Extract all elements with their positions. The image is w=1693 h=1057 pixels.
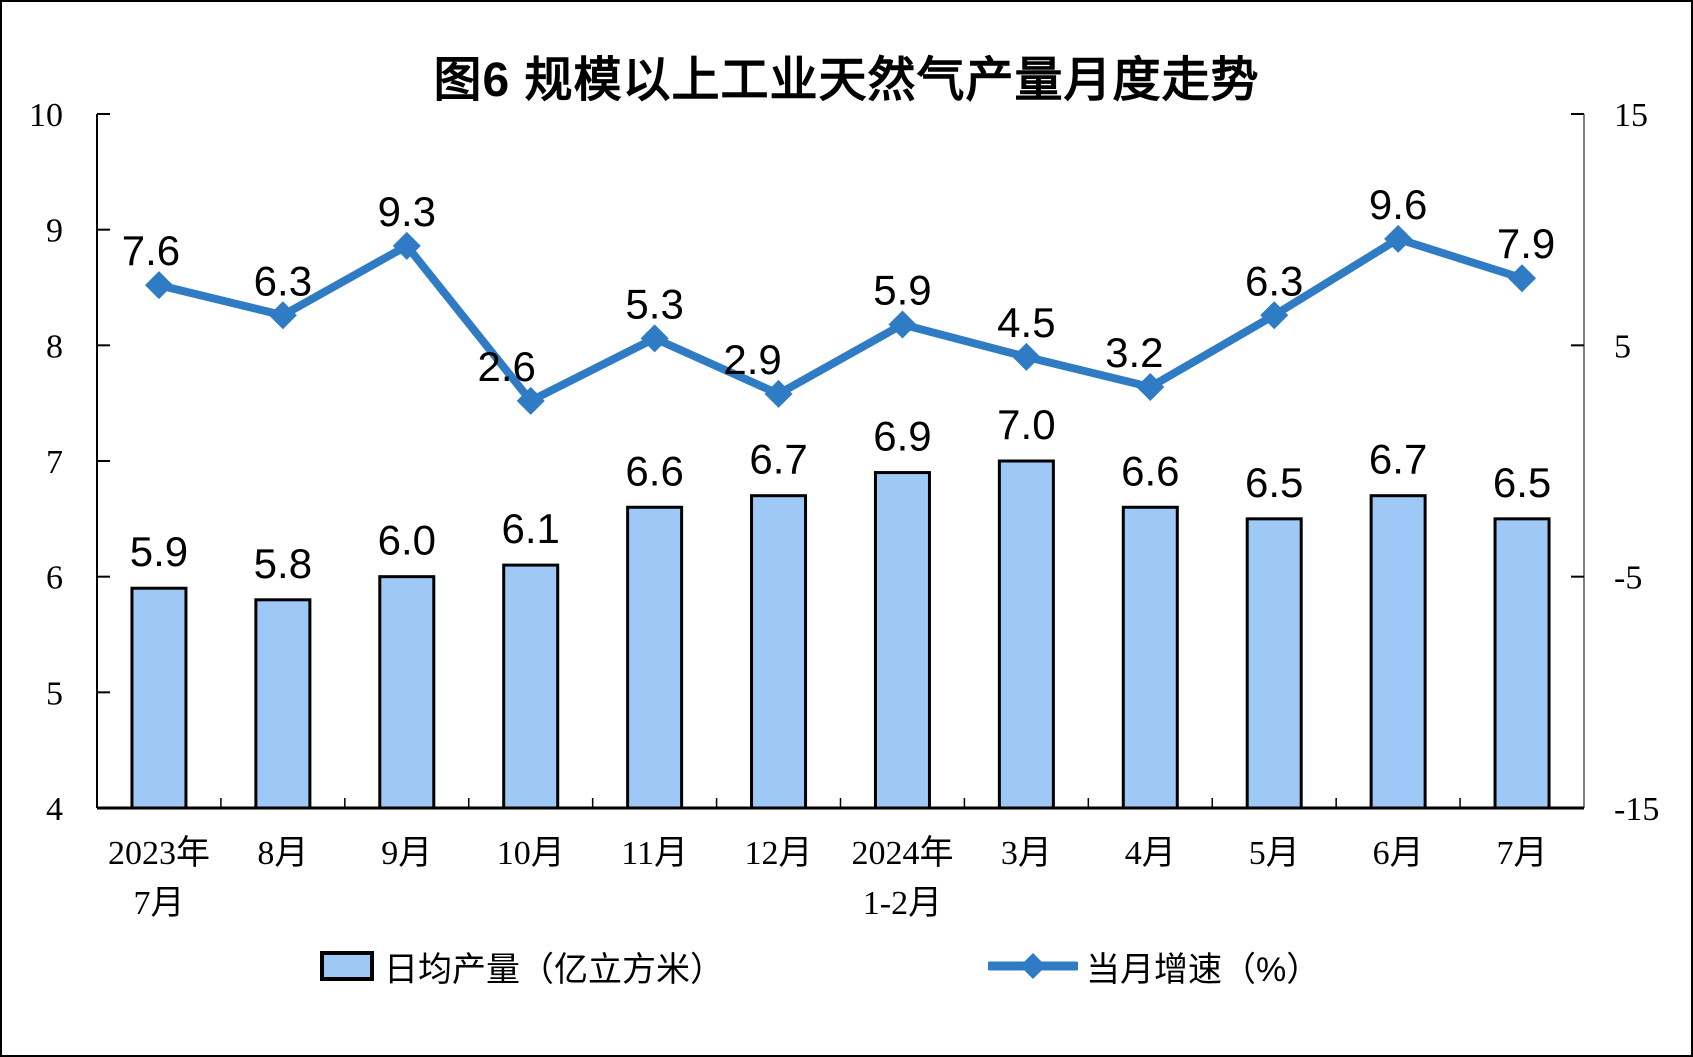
left-axis-tick-label: 8: [46, 328, 63, 365]
bar: [626, 505, 684, 810]
line-value-label: 7.9: [1497, 220, 1555, 267]
bar: [254, 598, 312, 810]
x-axis-label: 10月: [497, 835, 565, 872]
bar: [997, 459, 1055, 810]
line-marker-diamond: [640, 324, 669, 353]
line-marker-diamond: [268, 301, 297, 330]
left-axis-tick-label: 10: [29, 97, 63, 134]
legend-item-daily-output: 日均产量（亿立方米）: [320, 940, 724, 992]
left-axis-tick-label: 9: [46, 213, 63, 250]
bar-value-label: 5.9: [130, 528, 188, 575]
line-marker-diamond: [888, 310, 917, 339]
left-axis-tick-label: 5: [46, 675, 63, 712]
bar: [1493, 517, 1551, 810]
x-axis-label: 2023年: [108, 834, 210, 872]
line-value-label: 4.5: [997, 299, 1055, 346]
line-value-label: 2.9: [723, 336, 781, 383]
right-axis-tick-label: 15: [1614, 97, 1648, 134]
bar: [1121, 505, 1179, 810]
legend-item-growth-rate: 当月增速（%）: [988, 940, 1320, 992]
x-axis-label: 8月: [257, 835, 308, 872]
bar: [130, 586, 188, 810]
bar: [502, 563, 560, 810]
x-axis-label: 7月: [1497, 835, 1548, 872]
line-series-swatch-icon: [988, 953, 1078, 979]
bar-value-label: 5.8: [254, 540, 312, 587]
line-value-label: 5.9: [873, 267, 931, 314]
line-marker-diamond: [516, 386, 545, 415]
line-value-label: 6.3: [1245, 257, 1303, 304]
line-marker-diamond: [764, 379, 793, 408]
bar-value-label: 6.7: [1369, 436, 1427, 483]
bar-value-label: 6.9: [873, 413, 931, 460]
chart-title: 图6 规模以上工业天然气产量月度走势: [433, 54, 1260, 107]
x-axis-label: 3月: [1001, 835, 1052, 872]
x-axis-label: 4月: [1125, 835, 1176, 872]
left-axis-tick-label: 4: [46, 791, 63, 828]
x-axis-label: 1-2月: [863, 885, 942, 922]
line-marker-diamond: [1012, 342, 1041, 371]
bar: [378, 575, 436, 810]
bar-value-label: 6.7: [749, 436, 807, 483]
x-axis-label: 11月: [621, 835, 688, 872]
left-axis-tick-label: 6: [46, 560, 63, 597]
bar-series-swatch-icon: [320, 951, 374, 981]
bar: [1245, 517, 1303, 810]
right-axis-tick-label: 5: [1614, 328, 1631, 365]
chart-legend: 日均产量（亿立方米） 当月增速（%）: [2, 940, 1691, 1000]
legend-label-daily-output: 日均产量（亿立方米）: [384, 950, 724, 989]
line-marker-diamond: [144, 271, 173, 300]
x-axis-label: 2024年: [851, 834, 953, 872]
line-marker-diamond: [1384, 224, 1413, 253]
legend-label-growth-rate: 当月增速（%）: [1086, 950, 1321, 989]
bar-value-label: 6.5: [1493, 459, 1551, 506]
bar-value-label: 6.0: [378, 517, 436, 564]
bar-value-label: 7.0: [997, 401, 1055, 448]
x-axis-label: 6月: [1373, 835, 1424, 872]
bar: [1369, 494, 1427, 810]
bar: [750, 494, 808, 810]
line-value-label: 6.3: [254, 257, 312, 304]
line-value-label: 9.6: [1369, 181, 1427, 228]
x-axis-label: 9月: [381, 835, 432, 872]
line-value-label: 7.6: [122, 227, 180, 274]
line-marker-diamond: [392, 231, 421, 260]
x-axis-label: 7月: [133, 885, 184, 922]
bar-value-label: 6.5: [1245, 459, 1303, 506]
right-axis-tick-label: -5: [1614, 560, 1642, 597]
bar: [873, 471, 931, 810]
left-axis-tick-label: 7: [46, 444, 63, 481]
line-value-label: 5.3: [625, 280, 683, 327]
x-axis-label: 12月: [745, 835, 813, 872]
line-marker-diamond: [1260, 301, 1289, 330]
x-axis-label: 5月: [1249, 835, 1300, 872]
line-marker-diamond: [1136, 372, 1165, 401]
bar-value-label: 6.1: [502, 505, 560, 552]
line-marker-diamond: [1508, 264, 1537, 293]
right-axis-tick-label: -15: [1614, 791, 1659, 828]
line-value-label: 3.2: [1105, 329, 1163, 376]
bar-value-label: 6.6: [1121, 447, 1179, 494]
line-value-label: 2.6: [478, 343, 536, 390]
line-value-label: 9.3: [378, 188, 436, 235]
growth-line: [154, 234, 1527, 405]
bar-value-label: 6.6: [625, 447, 683, 494]
